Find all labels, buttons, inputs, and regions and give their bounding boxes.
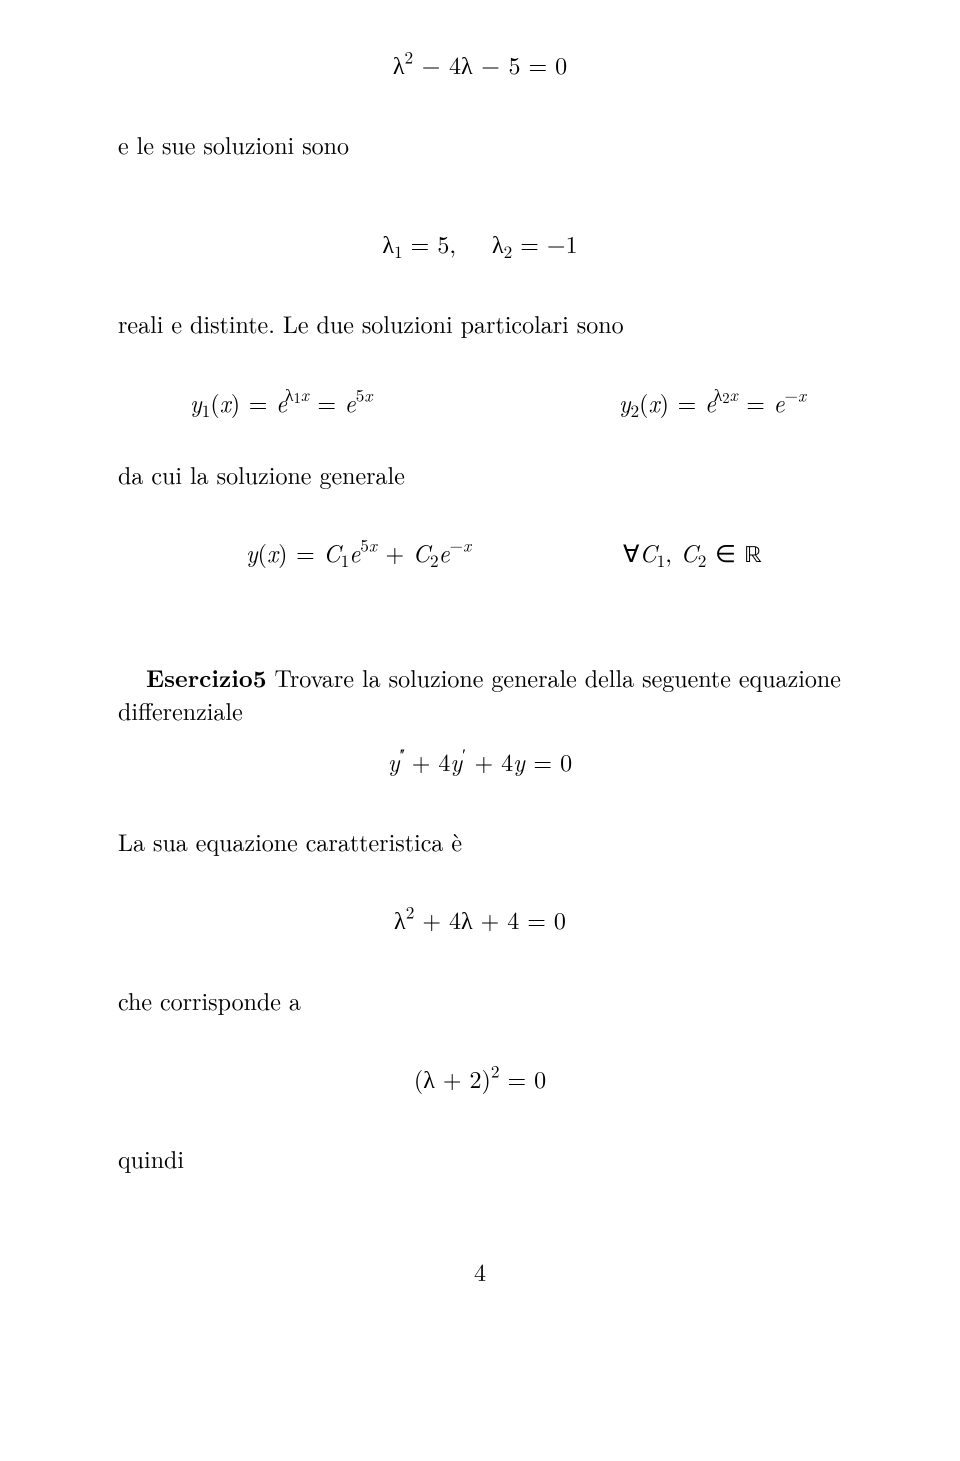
solutions-intro: e le sue soluzioni sono <box>118 128 842 160</box>
y2-expression: y2(x) = eλ2x = e−x <box>619 386 806 418</box>
y1-expression: y1(x) = eλ1x = e5x <box>190 386 372 418</box>
roots-equation: λ1 = 5, λ2 = −1 <box>118 227 842 259</box>
characteristic-intro: La sua equazione caratteristica è <box>118 825 842 857</box>
eq-text: λ2 − 4λ − 5 = 0 <box>393 47 567 81</box>
general-solution-row: y(x) = C1e5x + C2e−x ∀C1, C2 ∈ ℝ <box>118 536 842 572</box>
general-solution-intro: da cui la soluzione generale <box>118 458 842 490</box>
general-solution-domain: ∀C1, C2 ∈ ℝ <box>623 536 762 572</box>
factored-equation: (λ + 2)2 = 0 <box>118 1062 842 1094</box>
characteristic-equation-1: λ2 − 4λ − 5 = 0 <box>118 48 842 80</box>
characteristic-equation-2: λ2 + 4λ + 4 = 0 <box>118 903 842 935</box>
ode-equation: y′′ + 4y′ + 4y = 0 <box>118 745 842 777</box>
real-distinct-line: reali e distinte. Le due soluzioni parti… <box>118 307 842 339</box>
eq-text: λ2 + 4λ + 4 = 0 <box>394 902 566 936</box>
corresponds-line: che corrisponde a <box>118 984 842 1016</box>
general-solution-expr: y(x) = C1e5x + C2e−x <box>246 536 471 568</box>
eq-text: (λ + 2)2 = 0 <box>414 1061 546 1095</box>
page-number: 4 <box>118 1255 842 1287</box>
eq-text: λ1 = 5, λ2 = −1 <box>382 226 577 260</box>
eq-text: y′′ + 4y′ + 4y = 0 <box>388 744 572 778</box>
exercise5-paragraph: Esercizio5 Trovare la soluzione generale… <box>118 661 842 727</box>
quindi-line: quindi <box>118 1142 842 1174</box>
particular-solutions-row: y1(x) = eλ1x = e5x y2(x) = eλ2x = e−x <box>118 386 842 418</box>
exercise5-label: Esercizio5 <box>146 661 267 695</box>
